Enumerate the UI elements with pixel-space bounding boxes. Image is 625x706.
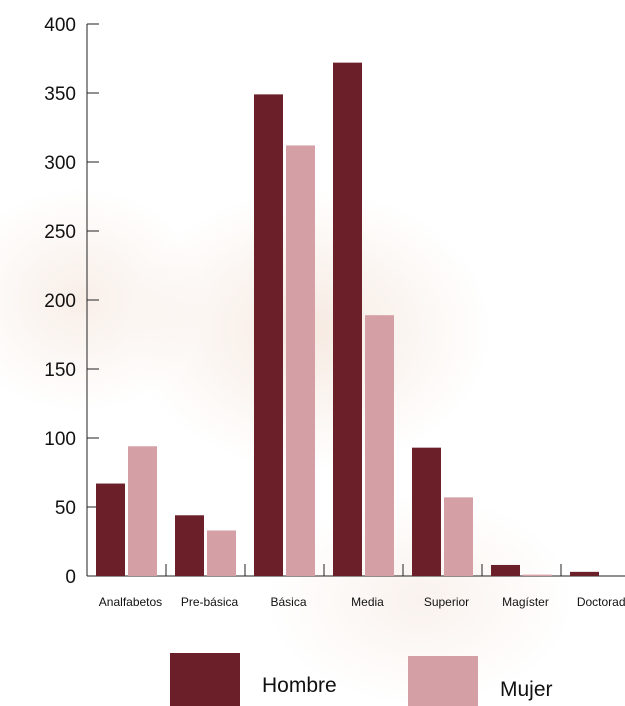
y-tick-label: 50 xyxy=(55,498,76,519)
x-tick-label: Analfabetos xyxy=(99,595,162,609)
bar-hombre-5 xyxy=(491,564,520,576)
legend-swatch-hombre xyxy=(170,653,240,706)
bar-hombre-0 xyxy=(96,483,125,576)
bar-hombre-3 xyxy=(333,62,362,576)
x-tick-label: Superior xyxy=(424,595,469,609)
x-tick-label: Pre-básica xyxy=(181,595,239,609)
y-tick-label: 350 xyxy=(44,84,76,105)
y-tick-label: 0 xyxy=(65,567,76,588)
legend-label-hombre: Hombre xyxy=(262,674,337,697)
x-tick-label: Media xyxy=(351,595,384,609)
x-tick-label: Básica xyxy=(270,595,306,609)
y-tick-label: 200 xyxy=(44,291,76,312)
bar-mujer-5 xyxy=(523,574,552,576)
x-tick-label: Doctorado xyxy=(577,595,625,609)
bar-hombre-1 xyxy=(175,515,204,576)
y-tick-label: 400 xyxy=(44,15,76,36)
y-axis: 0 50 100 150 200 250 300 350 400 xyxy=(44,15,99,588)
y-tick-label: 100 xyxy=(44,429,76,450)
bar-mujer-0 xyxy=(128,446,157,576)
legend-swatch-mujer xyxy=(408,656,478,706)
y-tick-label: 250 xyxy=(44,222,76,243)
x-tick-label: Magíster xyxy=(502,595,549,609)
bars xyxy=(96,62,599,576)
legend: Hombre Mujer xyxy=(170,653,553,706)
y-tick-label: 300 xyxy=(44,153,76,174)
y-tick-label: 150 xyxy=(44,360,76,381)
bar-mujer-1 xyxy=(207,530,236,576)
legend-label-mujer: Mujer xyxy=(500,678,553,701)
bar-mujer-2 xyxy=(286,145,315,576)
bar-mujer-3 xyxy=(365,315,394,576)
bar-hombre-4 xyxy=(412,447,441,576)
category-labels: Analfabetos Pre-básica Básica Media Superior… xyxy=(99,595,625,609)
bar-hombre-2 xyxy=(254,94,283,576)
bar-mujer-4 xyxy=(444,497,473,576)
bar-hombre-6 xyxy=(570,571,599,576)
